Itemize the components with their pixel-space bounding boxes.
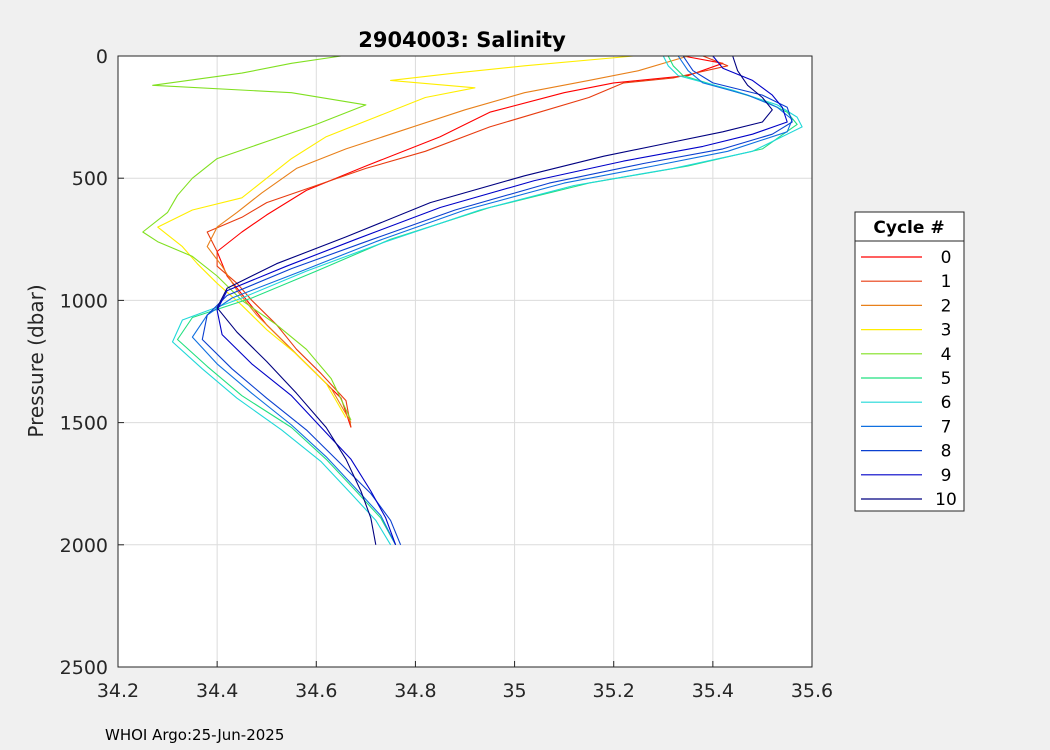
series-line-cycle-9 bbox=[216, 55, 788, 545]
legend-label-cycle-4: 4 bbox=[941, 345, 952, 365]
legend-label-cycle-10: 10 bbox=[935, 490, 957, 510]
legend-label-cycle-5: 5 bbox=[941, 369, 952, 389]
x-axis-ticks: 34.2 34.4 34.6 34.8 35 35.2 35.4 35.6 bbox=[97, 661, 833, 702]
y-axis-label: Pressure (dbar) bbox=[24, 284, 48, 437]
y-tick-label: 1500 bbox=[60, 413, 108, 435]
x-tick-label: 35.2 bbox=[593, 680, 635, 702]
legend-label-cycle-9: 9 bbox=[941, 466, 952, 486]
series-line-cycle-2 bbox=[206, 55, 689, 423]
series-line-cycle-4 bbox=[142, 55, 367, 421]
y-tick-label: 1000 bbox=[60, 290, 108, 312]
series-line-cycle-10 bbox=[216, 55, 773, 545]
legend: Cycle # 0 1 2 3 4 5 6 7 8 9 10 bbox=[854, 211, 965, 512]
x-tick-label: 34.8 bbox=[394, 680, 436, 702]
legend-box bbox=[854, 211, 965, 512]
legend-label-cycle-2: 2 bbox=[941, 296, 952, 316]
series-line-cycle-1 bbox=[206, 55, 729, 428]
legend-label-cycle-6: 6 bbox=[941, 393, 952, 413]
x-tick-label: 35.6 bbox=[791, 680, 833, 702]
x-tick-label: 34.2 bbox=[97, 680, 139, 702]
chart-title: 2904003: Salinity bbox=[358, 28, 566, 52]
legend-label-cycle-0: 0 bbox=[941, 248, 952, 268]
x-tick-label: 34.6 bbox=[295, 680, 337, 702]
series-lines bbox=[142, 55, 803, 546]
legend-label-cycle-7: 7 bbox=[941, 417, 952, 437]
plot-area bbox=[118, 56, 812, 667]
legend-label-cycle-1: 1 bbox=[941, 272, 952, 292]
series-line-cycle-3 bbox=[157, 55, 634, 418]
footer-text: WHOI Argo:25-Jun-2025 bbox=[105, 726, 284, 744]
plot-frame bbox=[117, 55, 813, 668]
y-tick-label: 2000 bbox=[60, 535, 108, 557]
y-tick-label: 500 bbox=[72, 168, 108, 190]
y-tick-label: 2500 bbox=[60, 657, 108, 679]
legend-entries: 0 1 2 3 4 5 6 7 8 9 10 bbox=[861, 248, 957, 510]
x-tick-label: 35 bbox=[502, 680, 526, 702]
x-tick-label: 35.4 bbox=[692, 680, 734, 702]
legend-label-cycle-3: 3 bbox=[941, 321, 952, 341]
x-tick-label: 34.4 bbox=[196, 680, 238, 702]
legend-label-cycle-8: 8 bbox=[941, 442, 952, 462]
legend-title: Cycle # bbox=[873, 218, 944, 238]
series-line-cycle-6 bbox=[171, 55, 803, 546]
y-axis-ticks: 0 500 1000 1500 2000 2500 bbox=[60, 46, 124, 679]
y-tick-label: 0 bbox=[96, 46, 108, 68]
